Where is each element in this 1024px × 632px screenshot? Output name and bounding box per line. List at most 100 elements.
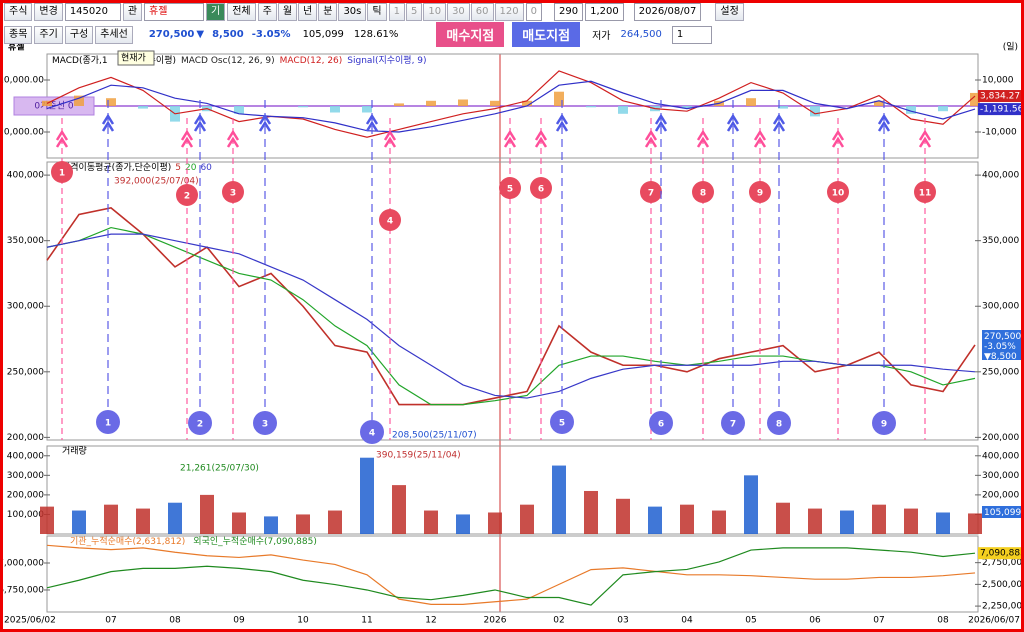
sell-label: 6 <box>658 420 664 430</box>
y-tick-label: 2,500,000 <box>982 580 1024 590</box>
market[interactable]: 주식 <box>4 3 33 21</box>
signal-arrow <box>877 120 891 132</box>
value-tag <box>978 90 1022 103</box>
toolbar-button[interactable]: 틱 <box>367 3 387 21</box>
legend-entry: Signal(지수이평, 9) <box>347 55 426 66</box>
x-tick-label: 03 <box>617 616 628 626</box>
y-tick-label: 350,000 <box>7 236 44 246</box>
toolbar-button[interactable]: 60 <box>470 3 494 21</box>
bar <box>936 512 950 534</box>
panel-frame <box>46 445 979 535</box>
tag[interactable]: 관 <box>122 3 143 21</box>
buy-marker <box>827 181 849 203</box>
value-label: 7,090,885 <box>980 549 1024 559</box>
toolbar-row-2: 종목 주기 구성 추세선 270,500 ▼ 8,500 -3.05% 105,099… <box>4 22 712 47</box>
bar <box>776 502 790 534</box>
tag-part: 105,099 <box>984 508 1021 518</box>
zero[interactable]: 0 <box>525 3 542 21</box>
buy-marker <box>530 177 552 199</box>
toolbar-button[interactable]: 종목 <box>4 25 33 44</box>
line <box>46 544 976 605</box>
code[interactable]: 145020 <box>64 3 121 21</box>
bar <box>778 106 788 109</box>
toolbar-button[interactable]: 분 <box>318 3 338 21</box>
tag-text: ▼8,500 <box>984 352 1017 362</box>
x-tick-label: 2026 <box>484 616 507 626</box>
y-tick-label: 200,000 <box>7 433 44 443</box>
x-tick-label: 07 <box>873 616 884 626</box>
signal-arrow <box>503 129 517 141</box>
toolbar-button[interactable]: 5 <box>405 3 423 21</box>
toolbar-button[interactable]: 년 <box>298 3 318 21</box>
tooltip-text: 현재가 <box>121 53 146 64</box>
toolbar-button[interactable]: 구성 <box>64 25 94 44</box>
legend-entry: MACD Osc(12, 26, 9) <box>181 56 275 66</box>
settings[interactable]: 설정 <box>715 3 744 21</box>
buy-label: 8 <box>700 189 706 199</box>
legend-text: 가격이동평균(종가,단순이평) <box>62 161 171 173</box>
bar <box>74 95 84 106</box>
signal-arrow <box>918 136 932 148</box>
b2[interactable]: 전체 <box>227 3 256 21</box>
count-box[interactable]: 1 <box>671 25 712 44</box>
toolbar-button[interactable]: 30 <box>447 3 470 21</box>
signal-arrow <box>503 136 517 148</box>
sell-marker <box>360 420 384 444</box>
toolbar-button[interactable]: 1 <box>388 3 405 21</box>
buy-label: 2 <box>184 192 190 202</box>
line <box>46 233 976 399</box>
bar <box>328 510 342 534</box>
legend: MACD(종가,1 수이평) MACD Osc(12, 26, 9) MACD(12,… <box>52 55 427 66</box>
sell-label: 1 <box>105 419 111 429</box>
signal-arrow <box>918 129 932 141</box>
signal-arrow <box>726 113 740 125</box>
bar <box>808 508 822 534</box>
sell-marker <box>872 411 896 435</box>
mode[interactable]: 변경 <box>34 3 63 21</box>
toolbar-button[interactable]: 주기 <box>34 25 63 44</box>
price-tag <box>982 330 1022 360</box>
x-tick-label: 2026/06/07 <box>968 616 1020 626</box>
ratio[interactable]: 1,200 <box>585 3 624 21</box>
bar <box>840 510 854 534</box>
bar <box>200 494 214 534</box>
signal-arrow <box>193 113 207 125</box>
toolbar-button[interactable]: 월 <box>277 3 298 21</box>
y-tick-label: 400,000 <box>7 451 44 461</box>
line <box>46 70 976 138</box>
name[interactable]: 휴젤 <box>144 3 205 21</box>
sell-points[interactable]: 매도지점 <box>512 22 581 47</box>
sell-marker <box>550 410 574 434</box>
panel-frame <box>46 535 979 613</box>
signal-arrow <box>180 129 194 141</box>
sell-label: 9 <box>881 420 887 430</box>
sell-marker <box>188 411 212 435</box>
price-tag <box>982 506 1022 518</box>
buy-points[interactable]: 매수지점 <box>436 22 505 47</box>
bar <box>298 106 308 108</box>
x-tick-label: 05 <box>745 616 756 626</box>
bar <box>392 485 406 534</box>
signal-arrow <box>258 113 272 125</box>
bar <box>458 99 468 106</box>
b1[interactable]: 기 <box>206 3 226 21</box>
count[interactable]: 290 <box>554 3 584 21</box>
toolbar-button[interactable]: 추세선 <box>95 25 133 44</box>
buy-marker <box>640 181 662 203</box>
toolbar-button[interactable]: 주 <box>257 3 277 21</box>
buy-label: 4 <box>387 217 393 227</box>
legend: 가격이동평균(종가,단순이평) 5 20 60 <box>62 161 212 173</box>
date[interactable]: 2026/08/07 <box>633 3 702 21</box>
signal-arrow <box>383 129 397 141</box>
signal-arrow <box>726 120 740 132</box>
toolbar-button[interactable]: 120 <box>494 3 524 21</box>
signal-arrow <box>180 136 194 148</box>
annotation: 390,159(25/11/04) <box>376 451 461 461</box>
sell-label: 7 <box>730 420 736 430</box>
toolbar-button[interactable]: 10 <box>423 3 447 21</box>
bar <box>520 504 534 534</box>
y-tick-label: 200,000 <box>982 490 1019 500</box>
tooltip <box>117 50 155 66</box>
toolbar-button[interactable]: 30s <box>338 3 367 21</box>
